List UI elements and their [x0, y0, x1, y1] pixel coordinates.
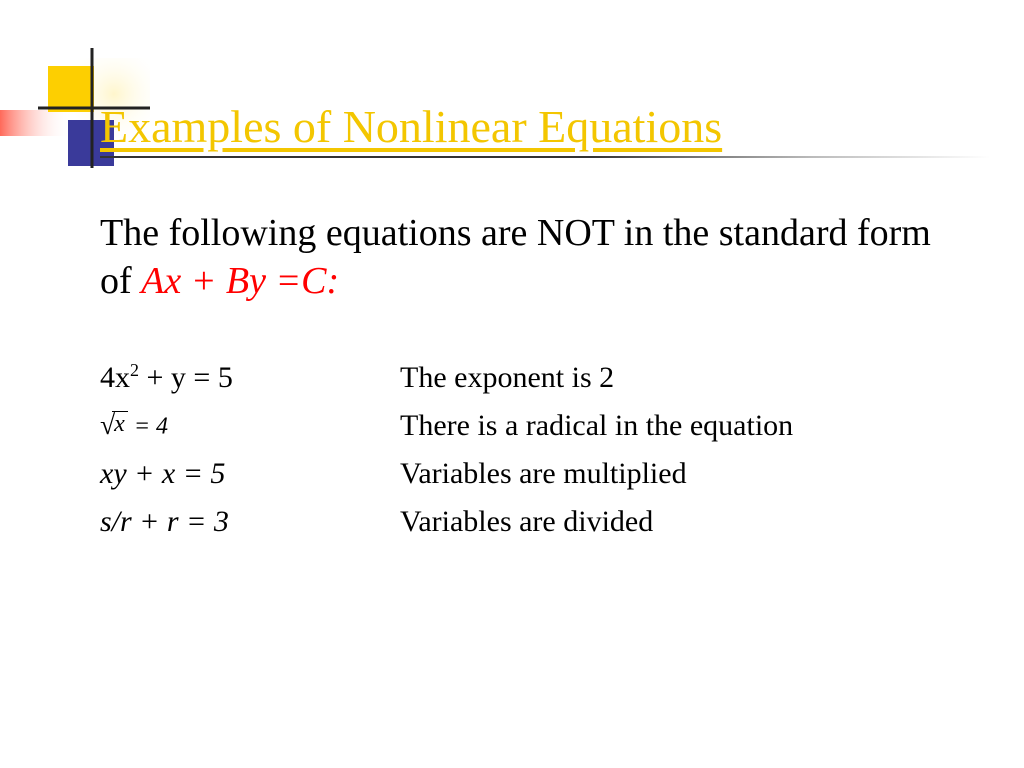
- slide-title: Examples of Nonlinear Equations: [100, 101, 722, 152]
- example-equation: 4x2 + y = 5: [100, 360, 400, 395]
- example-description: The exponent is 2: [400, 361, 970, 395]
- example-description: There is a radical in the equation: [400, 409, 970, 443]
- intro-highlight: Ax + By =C:: [141, 260, 339, 302]
- example-row: 4x2 + y = 5The exponent is 2: [100, 360, 970, 395]
- example-row: s/r + r = 3Variables are divided: [100, 505, 970, 539]
- example-equation: xy + x = 5: [100, 457, 400, 491]
- example-equation: s/r + r = 3: [100, 505, 400, 539]
- example-row: xy + x = 5Variables are multiplied: [100, 457, 970, 491]
- intro-paragraph: The following equations are NOT in the s…: [100, 210, 940, 305]
- example-description: Variables are divided: [400, 505, 970, 539]
- example-equation: √x = 4: [100, 411, 400, 440]
- title-underline-rule: [100, 156, 990, 158]
- example-row: √x = 4There is a radical in the equation: [100, 409, 970, 443]
- example-description: Variables are multiplied: [400, 457, 970, 491]
- examples-block: 4x2 + y = 5The exponent is 2√x = 4There …: [100, 360, 970, 553]
